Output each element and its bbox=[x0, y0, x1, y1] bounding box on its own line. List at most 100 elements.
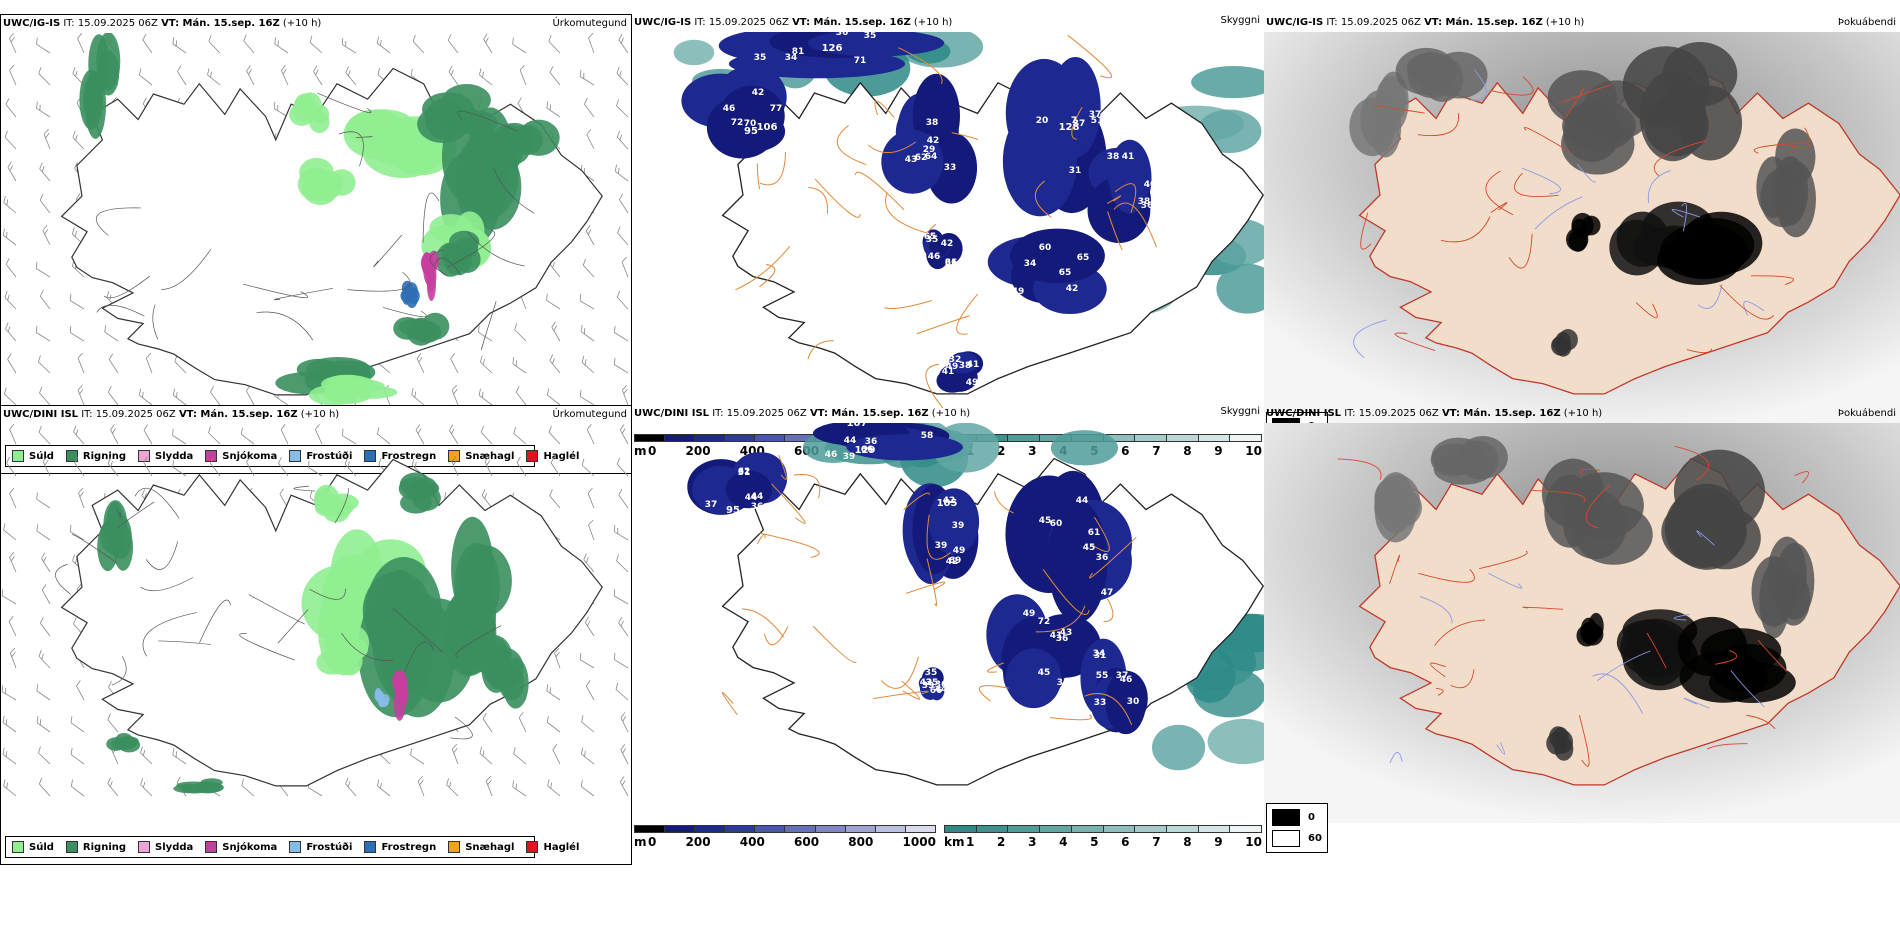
cloud-base-label: 95 bbox=[744, 126, 758, 137]
road-line bbox=[1750, 275, 1795, 285]
cloud-base-label: 42 bbox=[752, 88, 765, 98]
low-cloud-area bbox=[920, 673, 939, 697]
road-line bbox=[1042, 568, 1090, 615]
wind-barb bbox=[546, 715, 561, 733]
wind-barb bbox=[620, 744, 629, 765]
wind-barb bbox=[70, 716, 85, 733]
colorbar-tick: 1000 bbox=[902, 835, 936, 849]
wind-barb bbox=[447, 34, 459, 54]
legend-swatch bbox=[364, 450, 377, 462]
legend-label: Súld bbox=[29, 450, 54, 462]
panel-title: UWC/IG-IS IT: 15.09.2025 06Z VT: Mán. 15… bbox=[634, 16, 952, 29]
wind-barb bbox=[588, 519, 595, 541]
wind-barb bbox=[36, 524, 51, 541]
legend-swatch bbox=[448, 450, 461, 462]
road-line bbox=[867, 141, 917, 153]
precip-legend-item: Snjókoma bbox=[205, 841, 277, 853]
precip-legend: Súld Rigning Slydda Snjókoma Frostúði Frostre… bbox=[5, 836, 579, 858]
road-line bbox=[1088, 537, 1137, 579]
cloud-base-label: 107 bbox=[847, 423, 868, 429]
road-line bbox=[1585, 484, 1611, 529]
wind-barb bbox=[546, 293, 561, 310]
road-line bbox=[248, 594, 305, 625]
cloud-base-label: 37 bbox=[1089, 110, 1102, 120]
low-cloud-area bbox=[881, 129, 944, 194]
wind-barb bbox=[41, 552, 51, 573]
init-time: IT: 15.09.2025 06Z bbox=[1344, 408, 1439, 419]
road-line bbox=[759, 264, 776, 288]
road-line bbox=[812, 625, 857, 663]
wind-barb bbox=[38, 649, 51, 669]
wind-barb bbox=[38, 746, 51, 765]
cloud-base-colorbar: m 0 200 400 600 800 1000 bbox=[634, 825, 936, 849]
colorbar-segment bbox=[635, 435, 666, 441]
precip-area bbox=[483, 135, 523, 174]
road-line bbox=[455, 625, 502, 658]
cloud-base-label: 126 bbox=[822, 43, 843, 54]
colorbar-tick: 5 bbox=[1090, 835, 1099, 849]
cloud-base-label: 41 bbox=[942, 367, 955, 377]
fog-area bbox=[1673, 449, 1766, 534]
road-line bbox=[721, 692, 738, 715]
colorbar-segment bbox=[1230, 435, 1262, 441]
wind-barb bbox=[172, 388, 187, 406]
road-line bbox=[880, 656, 919, 689]
road-line bbox=[1490, 202, 1508, 213]
fog-max-swatch bbox=[1272, 830, 1300, 847]
cloud-base-label: 62 bbox=[738, 467, 751, 477]
cloud-base-label: 43 bbox=[905, 155, 918, 165]
precip-area bbox=[421, 312, 450, 340]
legend-label: Slydda bbox=[155, 841, 194, 853]
init-time: IT: 15.09.2025 06Z bbox=[81, 409, 176, 420]
wind-barb bbox=[513, 747, 527, 765]
wind-barb bbox=[483, 33, 493, 54]
river-line bbox=[1468, 69, 1487, 101]
valid-time: VT: Mán. 15.sep. 16Z bbox=[1441, 408, 1561, 419]
model-name: UWC/IG-IS bbox=[1266, 17, 1324, 28]
cloud-base-label: 51 bbox=[1091, 116, 1104, 126]
wind-barb bbox=[38, 67, 51, 86]
colorbar-tick: 10 bbox=[1245, 835, 1262, 849]
precip-legend-item: Haglél bbox=[526, 841, 579, 853]
road-line bbox=[373, 234, 403, 268]
cloud-base-label: 39 bbox=[843, 452, 856, 462]
wind-barb bbox=[512, 37, 527, 54]
wind-barb bbox=[579, 653, 595, 669]
wind-barb bbox=[69, 293, 85, 310]
lead-time: (+10 h) bbox=[300, 409, 340, 420]
colorbar-tick: 600 bbox=[794, 835, 820, 849]
road-line bbox=[759, 532, 820, 558]
wind-barb bbox=[621, 256, 629, 278]
road-line bbox=[1374, 104, 1425, 114]
wind-barb bbox=[616, 130, 629, 150]
fog-area bbox=[1660, 223, 1749, 280]
wind-barb bbox=[36, 492, 51, 509]
wind-barb bbox=[38, 777, 51, 797]
road-line bbox=[1440, 216, 1491, 243]
fog-index-panel: UWC/IG-IS IT: 15.09.2025 06Z VT: Mán. 15… bbox=[1264, 14, 1900, 484]
precip-legend-item: Slydda bbox=[138, 841, 193, 853]
road-line bbox=[317, 92, 372, 113]
cloud-base-label: 55 bbox=[1096, 671, 1109, 681]
wind-barb bbox=[581, 747, 595, 765]
forecast-row-top: UWC/IG-IS IT: 15.09.2025 06Z VT: Mán. 15… bbox=[0, 14, 1900, 484]
fog-area bbox=[1375, 76, 1407, 125]
river-line bbox=[1353, 319, 1387, 359]
road-line bbox=[1719, 284, 1775, 320]
river-line bbox=[1487, 572, 1523, 589]
wind-barb bbox=[410, 748, 425, 765]
cloud-base-label: 58 bbox=[921, 431, 934, 441]
fog-area bbox=[1421, 56, 1464, 102]
wind-barb bbox=[581, 458, 595, 477]
wind-barb bbox=[586, 424, 595, 445]
wind-barb bbox=[3, 523, 17, 541]
precip-area bbox=[97, 50, 120, 96]
low-cloud-area bbox=[1005, 648, 1062, 709]
cloud-base-label: 41 bbox=[1050, 631, 1063, 641]
river-line bbox=[1730, 670, 1765, 708]
init-time: IT: 15.09.2025 06Z bbox=[694, 17, 789, 28]
wind-barb bbox=[5, 258, 17, 278]
road-line bbox=[71, 534, 118, 564]
wind-barb bbox=[177, 65, 187, 86]
road-line bbox=[763, 626, 789, 646]
